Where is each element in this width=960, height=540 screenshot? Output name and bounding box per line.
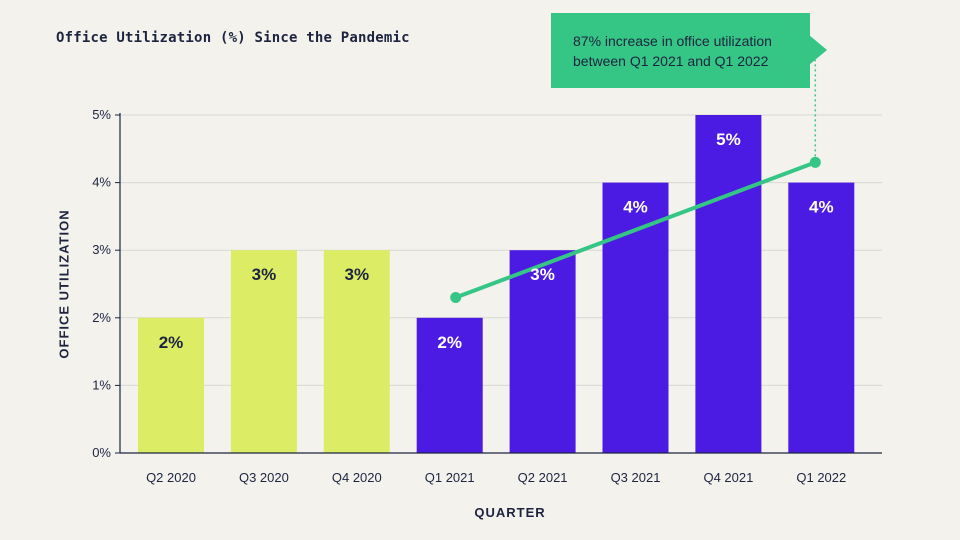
trend-end-point bbox=[809, 156, 821, 168]
data-label: 5% bbox=[716, 130, 741, 149]
chart-title: Office Utilization (%) Since the Pandemi… bbox=[56, 30, 410, 46]
data-label: 4% bbox=[623, 198, 648, 217]
bar bbox=[602, 182, 669, 453]
x-tick-label: Q4 2020 bbox=[332, 470, 382, 485]
callout-text: 87% increase in office utilization betwe… bbox=[573, 31, 813, 71]
data-label: 3% bbox=[530, 265, 555, 284]
data-label: 2% bbox=[437, 333, 462, 352]
callout-box bbox=[551, 13, 810, 88]
trend-line bbox=[453, 160, 818, 300]
callout-arrow bbox=[809, 35, 827, 65]
y-tick-label: 1% bbox=[92, 377, 111, 392]
trend-start-point bbox=[450, 292, 462, 304]
x-tick-label: Q1 2022 bbox=[796, 470, 846, 485]
x-axis-label: QUARTER bbox=[474, 505, 546, 520]
bar bbox=[323, 250, 390, 453]
bar bbox=[230, 250, 297, 453]
data-label: 3% bbox=[345, 265, 370, 284]
x-tick-label: Q2 2020 bbox=[146, 470, 196, 485]
bar bbox=[788, 182, 855, 453]
x-tick-label: Q1 2021 bbox=[425, 470, 475, 485]
y-tick-label: 3% bbox=[92, 242, 111, 257]
bar bbox=[138, 317, 204, 453]
x-tick-label: Q3 2020 bbox=[239, 470, 289, 485]
bar bbox=[509, 250, 576, 453]
y-tick-label: 2% bbox=[92, 310, 111, 325]
data-label: 4% bbox=[809, 198, 834, 217]
callout-line-2: between Q1 2021 and Q1 2022 bbox=[573, 53, 769, 69]
bar bbox=[416, 317, 483, 453]
y-tick-label: 5% bbox=[92, 107, 111, 122]
data-label: 3% bbox=[252, 265, 277, 284]
y-tick-label: 4% bbox=[92, 175, 111, 190]
x-tick-label: Q4 2021 bbox=[703, 470, 753, 485]
x-tick-label: Q2 2021 bbox=[518, 470, 568, 485]
x-tick-label: Q3 2021 bbox=[611, 470, 661, 485]
bar bbox=[695, 115, 762, 453]
y-tick-label: 0% bbox=[92, 445, 111, 460]
data-label: 2% bbox=[159, 333, 184, 352]
callout-line-1: 87% increase in office utilization bbox=[573, 33, 772, 49]
